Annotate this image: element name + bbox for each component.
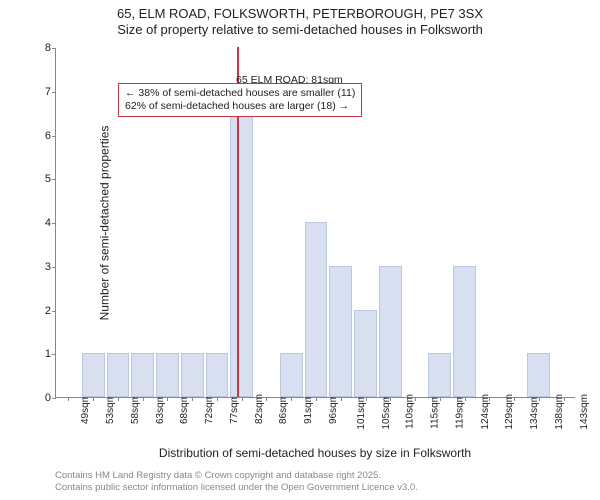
histogram-bar [527, 353, 550, 397]
histogram-bar [156, 353, 179, 397]
y-tick-label: 7 [26, 86, 51, 98]
x-tick-mark [118, 397, 119, 401]
y-tick-mark [52, 179, 56, 180]
histogram-bar [329, 266, 352, 397]
x-tick-mark [93, 397, 94, 401]
y-tick-mark [52, 92, 56, 93]
y-tick-label: 0 [26, 392, 51, 404]
histogram-bar [82, 353, 105, 397]
x-tick-label: 72sqm [204, 394, 215, 424]
y-tick-mark [52, 136, 56, 137]
x-tick-mark [266, 397, 267, 401]
x-tick-label: 110sqm [405, 394, 416, 429]
histogram-bar [230, 91, 253, 397]
y-tick-label: 8 [26, 42, 51, 54]
y-tick-mark [52, 267, 56, 268]
x-tick-label: 91sqm [303, 394, 314, 424]
x-tick-mark [192, 397, 193, 401]
histogram-bar [107, 353, 130, 397]
x-tick-mark [415, 397, 416, 401]
x-tick-mark [68, 397, 69, 401]
x-tick-mark [242, 397, 243, 401]
x-tick-mark [564, 397, 565, 401]
x-tick-mark [143, 397, 144, 401]
x-tick-label: 143sqm [578, 394, 589, 430]
x-tick-label: 68sqm [179, 394, 190, 424]
annotation-line: 62% of semi-detached houses are larger (… [125, 100, 355, 113]
x-tick-mark [440, 397, 441, 401]
x-tick-label: 82sqm [254, 394, 265, 424]
x-tick-mark [465, 397, 466, 401]
y-tick-mark [52, 48, 56, 49]
x-tick-mark [514, 397, 515, 401]
y-axis-label: Number of semi-detached properties [97, 126, 111, 321]
chart-area: 01234567849sqm53sqm58sqm63sqm68sqm72sqm7… [55, 48, 575, 398]
comparison-annotation-box: ← 38% of semi-detached houses are smalle… [118, 83, 362, 117]
x-tick-mark [390, 397, 391, 401]
x-tick-label: 58sqm [130, 394, 141, 424]
x-tick-mark [316, 397, 317, 401]
x-tick-mark [539, 397, 540, 401]
x-tick-mark [291, 397, 292, 401]
title-line-1: 65, ELM ROAD, FOLKSWORTH, PETERBOROUGH, … [0, 6, 600, 22]
histogram-bar [428, 353, 451, 397]
y-tick-mark [52, 311, 56, 312]
y-tick-mark [52, 354, 56, 355]
chart-title-block: 65, ELM ROAD, FOLKSWORTH, PETERBOROUGH, … [0, 0, 600, 39]
footer-line-1: Contains HM Land Registry data © Crown c… [55, 470, 418, 482]
histogram-bar [453, 266, 476, 397]
x-tick-mark [489, 397, 490, 401]
x-axis-label: Distribution of semi-detached houses by … [159, 446, 471, 460]
y-tick-mark [52, 223, 56, 224]
y-tick-label: 5 [26, 173, 51, 185]
histogram-bar [354, 310, 377, 398]
y-tick-mark [52, 398, 56, 399]
footer-line-2: Contains public sector information licen… [55, 482, 418, 494]
x-tick-label: 63sqm [155, 394, 166, 424]
x-tick-mark [366, 397, 367, 401]
x-tick-mark [341, 397, 342, 401]
x-tick-label: 86sqm [278, 394, 289, 424]
x-tick-label: 49sqm [80, 394, 91, 424]
x-tick-mark [217, 397, 218, 401]
x-tick-label: 119sqm [454, 394, 465, 429]
x-tick-label: 53sqm [105, 394, 116, 424]
histogram-bar [131, 353, 154, 397]
x-tick-label: 77sqm [229, 394, 240, 424]
histogram-bar [181, 353, 204, 397]
y-tick-label: 6 [26, 130, 51, 142]
x-tick-label: 96sqm [328, 394, 339, 424]
plot-region: 01234567849sqm53sqm58sqm63sqm68sqm72sqm7… [55, 48, 575, 398]
y-tick-label: 1 [26, 348, 51, 360]
histogram-bar [280, 353, 303, 397]
y-tick-label: 4 [26, 217, 51, 229]
annotation-line: ← 38% of semi-detached houses are smalle… [125, 87, 355, 100]
histogram-bar [305, 222, 328, 397]
histogram-bar [379, 266, 402, 397]
footer-attribution: Contains HM Land Registry data © Crown c… [55, 470, 418, 494]
x-tick-mark [167, 397, 168, 401]
y-tick-label: 2 [26, 305, 51, 317]
y-tick-label: 3 [26, 261, 51, 273]
histogram-bar [206, 353, 229, 397]
title-line-2: Size of property relative to semi-detach… [0, 22, 600, 38]
